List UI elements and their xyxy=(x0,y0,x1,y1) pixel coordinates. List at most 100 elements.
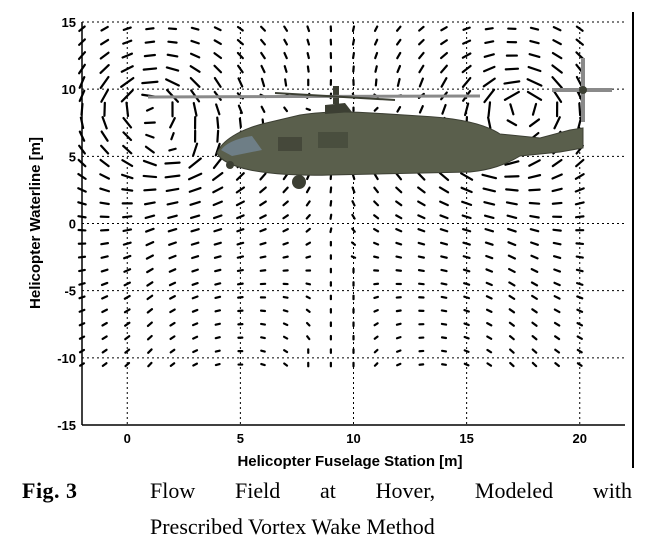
velocity-arrow xyxy=(576,308,584,313)
velocity-arrow xyxy=(531,308,538,314)
velocity-arrow xyxy=(441,363,447,366)
velocity-arrow xyxy=(575,38,584,46)
velocity-arrow xyxy=(305,295,311,300)
y-tick-label: -15 xyxy=(57,418,76,433)
velocity-arrow xyxy=(168,281,177,287)
velocity-arrow xyxy=(143,53,156,58)
velocity-arrow xyxy=(306,38,311,46)
velocity-arrow xyxy=(100,38,110,46)
velocity-arrow xyxy=(123,308,131,314)
velocity-arrow xyxy=(146,267,154,274)
velocity-arrow xyxy=(164,174,181,179)
velocity-arrow xyxy=(122,241,132,246)
velocity-arrow xyxy=(575,158,585,168)
velocity-arrow xyxy=(236,268,244,273)
velocity-arrow xyxy=(190,228,200,233)
helicopter-tail-rotor-hub xyxy=(579,86,587,94)
velocity-arrow xyxy=(212,214,223,220)
velocity-arrow xyxy=(396,64,402,74)
velocity-arrow xyxy=(305,255,312,259)
velocity-arrow xyxy=(282,309,289,313)
velocity-arrow xyxy=(259,269,267,272)
velocity-arrow xyxy=(526,78,543,87)
velocity-arrow xyxy=(214,142,221,157)
velocity-arrow xyxy=(141,80,159,85)
velocity-arrow xyxy=(212,157,223,170)
velocity-arrow xyxy=(146,321,153,328)
velocity-arrow xyxy=(504,160,520,166)
velocity-arrow xyxy=(123,294,131,300)
velocity-arrow xyxy=(395,255,403,259)
velocity-arrow xyxy=(189,214,201,220)
velocity-arrow xyxy=(373,186,379,194)
velocity-arrow xyxy=(575,242,585,246)
x-tick-label: 5 xyxy=(237,431,244,446)
velocity-arrow xyxy=(100,242,110,246)
figure-caption-line-1: Flow Field at Hover, Modeled with xyxy=(150,478,632,503)
velocity-arrow xyxy=(351,38,356,46)
velocity-arrow xyxy=(259,255,267,259)
velocity-arrow xyxy=(121,159,134,168)
velocity-arrow xyxy=(236,214,245,220)
velocity-arrow xyxy=(191,322,199,327)
velocity-arrow xyxy=(237,104,243,115)
velocity-arrow xyxy=(462,228,472,233)
velocity-arrow xyxy=(483,214,495,220)
x-tick-label: 10 xyxy=(346,431,360,446)
velocity-arrow xyxy=(503,80,521,85)
velocity-arrow xyxy=(168,268,177,273)
velocity-arrow xyxy=(260,105,266,113)
velocity-arrow xyxy=(575,51,585,60)
velocity-arrow xyxy=(236,51,244,60)
velocity-arrow xyxy=(439,51,449,60)
velocity-arrow xyxy=(191,281,199,286)
velocity-arrow xyxy=(142,174,158,179)
velocity-arrow xyxy=(351,227,356,233)
velocity-arrow xyxy=(124,321,131,327)
velocity-arrow xyxy=(396,105,402,113)
velocity-arrow xyxy=(531,321,538,327)
helicopter-cockpit-window xyxy=(221,136,262,156)
velocity-arrow xyxy=(373,362,379,367)
velocity-arrow xyxy=(417,186,426,194)
velocity-arrow xyxy=(576,335,583,340)
velocity-arrow xyxy=(260,77,266,88)
velocity-arrow xyxy=(528,118,541,128)
velocity-arrow xyxy=(417,269,425,273)
velocity-arrow xyxy=(235,200,245,207)
velocity-arrow xyxy=(260,64,266,74)
velocity-arrow xyxy=(504,67,520,71)
velocity-arrow xyxy=(145,106,154,112)
velocity-arrow xyxy=(215,103,221,116)
helicopter-front-wheel xyxy=(226,161,234,169)
velocity-arrow xyxy=(503,90,520,101)
velocity-arrow xyxy=(99,51,110,60)
velocity-arrow xyxy=(395,186,403,194)
velocity-arrow xyxy=(100,281,109,287)
velocity-arrow xyxy=(577,116,583,130)
velocity-arrow xyxy=(122,26,132,31)
velocity-arrow xyxy=(142,159,157,167)
velocity-arrow xyxy=(530,241,539,246)
velocity-arrow xyxy=(238,117,242,129)
velocity-arrow xyxy=(395,228,403,233)
velocity-arrow xyxy=(440,295,448,299)
velocity-arrow xyxy=(485,268,494,273)
velocity-arrow xyxy=(395,200,403,207)
velocity-arrow xyxy=(305,227,311,233)
velocity-arrow xyxy=(440,77,448,88)
velocity-arrow xyxy=(373,335,379,340)
velocity-arrow xyxy=(531,361,538,368)
velocity-arrow xyxy=(166,201,179,206)
helicopter-fuselage xyxy=(216,111,584,176)
velocity-arrow xyxy=(190,241,200,246)
velocity-arrow xyxy=(373,38,379,46)
velocity-arrow xyxy=(100,144,110,155)
velocity-arrow xyxy=(100,88,109,103)
y-tick-label: 5 xyxy=(69,149,76,164)
velocity-arrow xyxy=(305,282,312,286)
velocity-arrow xyxy=(146,308,154,314)
velocity-arrow xyxy=(120,89,134,103)
velocity-arrow xyxy=(463,335,470,340)
velocity-arrow xyxy=(551,187,563,193)
